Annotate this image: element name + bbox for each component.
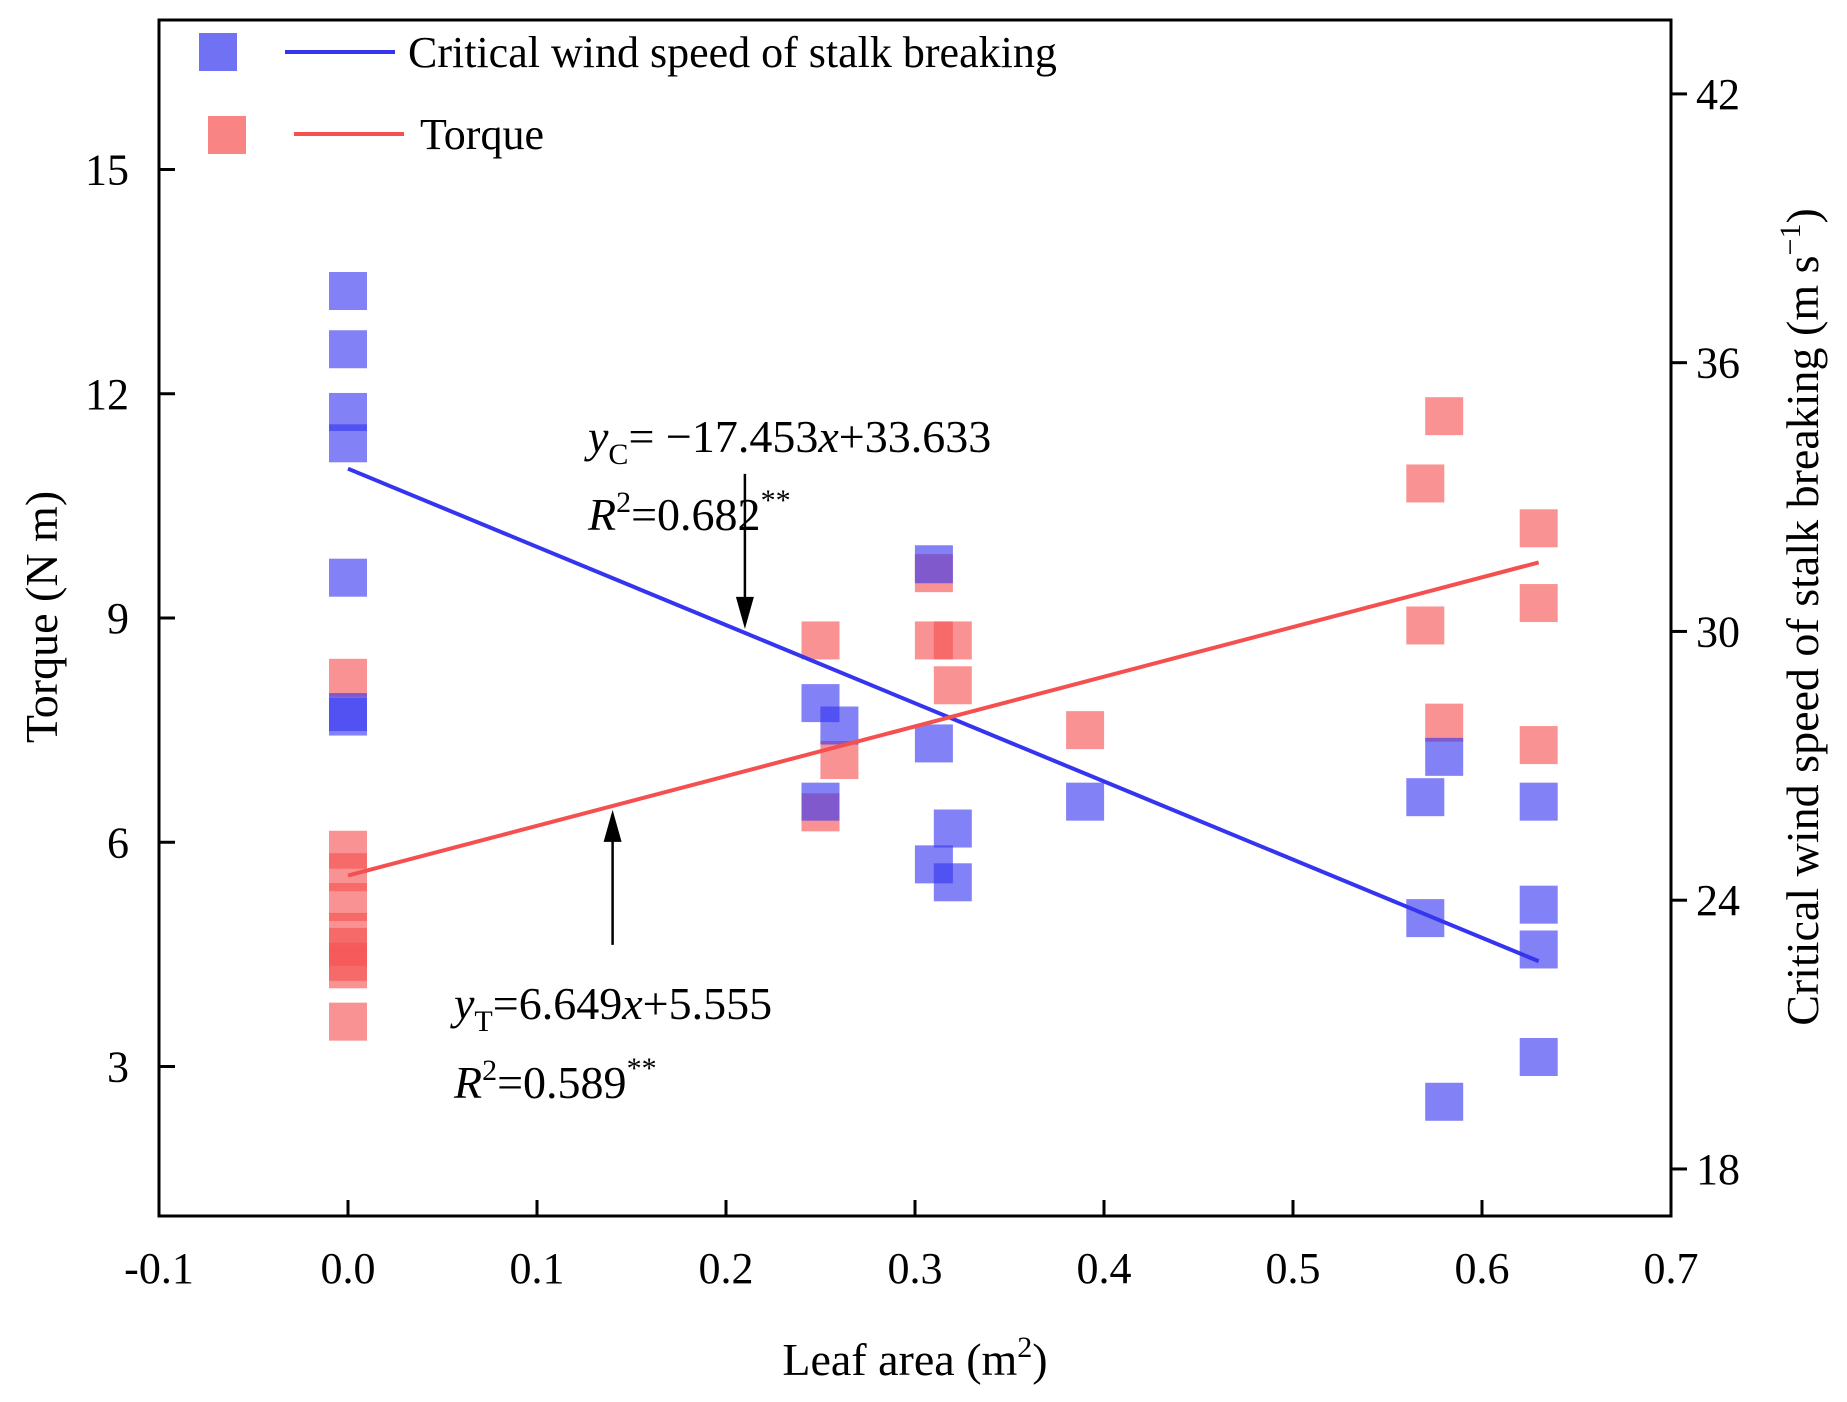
- legend-label-wind-speed: Critical wind speed of stalk breaking: [408, 28, 1057, 77]
- y-axis-ticks: 3 6 9 12 15: [85, 146, 175, 1092]
- wind-speed-point: [1519, 885, 1558, 924]
- y2-axis-title: Critical wind speed of stalk breaking (m…: [1774, 208, 1828, 1026]
- wind-speed-point: [801, 782, 840, 821]
- x-tick-label: 0.6: [1455, 1244, 1510, 1293]
- wind-speed-point: [933, 863, 972, 902]
- annotation-wind-speed-r2: R2=0.682**: [587, 484, 791, 540]
- wind-speed-point: [329, 424, 367, 463]
- annotation-torque-sub: T: [474, 1005, 492, 1038]
- x-tick-label: -0.1: [124, 1244, 194, 1293]
- wind-speed-point: [933, 809, 972, 848]
- annotation-wind-speed-main: = −17.453: [628, 411, 818, 462]
- annotation-torque-r2-value: =0.589: [497, 1057, 626, 1108]
- y-tick-label: 12: [85, 370, 129, 419]
- data-markers: [329, 272, 1558, 1121]
- annotation-wind-speed-tail: +33.633: [839, 411, 991, 462]
- annotation-arrows: [603, 473, 754, 945]
- wind-speed-point: [1425, 1082, 1464, 1121]
- x-tick-label: 0.4: [1077, 1244, 1132, 1293]
- torque-point: [1425, 397, 1464, 436]
- annotation-wind-speed-r2-value: =0.682: [631, 489, 760, 540]
- annotation-torque-equation: yT=6.649x+5.555: [450, 978, 772, 1038]
- x-tick-label: 0.0: [321, 1244, 376, 1293]
- wind-speed-point: [1519, 1037, 1558, 1076]
- x-tick-label: 0.2: [699, 1244, 754, 1293]
- torque-point: [1406, 464, 1445, 503]
- x-axis-ticks: -0.1 0.0 0.1 0.2 0.3 0.4 0.5 0.6 0.7: [124, 1200, 1699, 1293]
- annotation-torque-y: y: [450, 978, 475, 1029]
- annotation-wind-speed-r: R: [587, 489, 616, 540]
- annotation-wind-speed-r-sup: 2: [616, 486, 631, 519]
- annotation-torque-tail: +5.555: [643, 978, 772, 1029]
- wind-speed-point: [329, 272, 367, 311]
- y-tick-label: 15: [85, 146, 129, 195]
- x-axis-title-end: ): [1032, 1334, 1047, 1385]
- wind-speed-point: [1406, 778, 1445, 817]
- x-axis-title-main: Leaf area (m: [782, 1334, 1017, 1385]
- torque-point: [1519, 726, 1558, 765]
- annotation-wind-speed-x: x: [817, 411, 839, 462]
- y2-axis-title-end: ): [1777, 208, 1828, 223]
- y-tick-label: 3: [107, 1043, 129, 1092]
- torque-point: [933, 666, 972, 705]
- wind-speed-point: [914, 724, 953, 763]
- y-axis-title: Torque (N m): [16, 491, 67, 743]
- x-axis-title: Leaf area (m2): [782, 1331, 1047, 1385]
- y2-tick-label: 42: [1696, 70, 1740, 119]
- wind-speed-annotation-arrow-head: [735, 596, 754, 629]
- wind-speed-point: [1519, 782, 1558, 821]
- wind-speed-point: [329, 693, 367, 732]
- torque-point: [1406, 606, 1445, 645]
- fit-lines: [347, 466, 1540, 964]
- annotation-torque-r2-sig: **: [627, 1052, 657, 1085]
- torque-fit-line: [347, 560, 1540, 878]
- torque-point: [933, 621, 972, 660]
- torque-point: [329, 658, 367, 697]
- y-tick-label: 9: [107, 594, 129, 643]
- x-tick-label: 0.7: [1644, 1244, 1699, 1293]
- legend-marker-wind-speed: [199, 33, 237, 71]
- y2-tick-label: 18: [1696, 1145, 1740, 1194]
- wind-speed-point: [820, 706, 859, 745]
- x-tick-label: 0.1: [510, 1244, 565, 1293]
- wind-speed-point: [914, 545, 953, 584]
- y2-axis-ticks: 18 24 30 36 42: [1671, 70, 1740, 1194]
- torque-point: [1519, 509, 1558, 548]
- annotation-torque-r: R: [453, 1057, 482, 1108]
- legend-marker-torque: [208, 116, 246, 154]
- y2-tick-label: 24: [1696, 876, 1740, 925]
- x-axis-title-sup: 2: [1017, 1331, 1032, 1364]
- legend: Critical wind speed of stalk breaking To…: [199, 28, 1057, 159]
- torque-point: [1425, 703, 1464, 742]
- annotation-torque-r2: R2=0.589**: [453, 1052, 657, 1108]
- y2-axis-title-main: Critical wind speed of stalk breaking (m…: [1777, 255, 1828, 1025]
- annotation-wind-speed-r2-sig: **: [761, 484, 791, 517]
- y2-axis-title-sup: −1: [1774, 224, 1807, 256]
- y2-tick-label: 36: [1696, 339, 1740, 388]
- torque-point: [329, 1002, 367, 1041]
- wind-speed-point: [329, 330, 367, 369]
- annotation-wind-speed-y: y: [584, 411, 609, 462]
- wind-speed-point: [1425, 737, 1464, 776]
- wind-speed-point: [1519, 930, 1558, 969]
- annotation-torque-main: =6.649: [493, 978, 622, 1029]
- legend-label-torque: Torque: [420, 110, 544, 159]
- y-tick-label: 6: [107, 818, 129, 867]
- y2-tick-label: 30: [1696, 607, 1740, 656]
- torque-point: [1519, 584, 1558, 623]
- torque-annotation-arrow-head: [603, 809, 622, 842]
- torque-point: [329, 950, 367, 989]
- torque-point: [801, 621, 840, 660]
- torque-point: [1066, 711, 1105, 750]
- annotation-torque-r-sup: 2: [482, 1054, 497, 1087]
- x-tick-label: 0.3: [888, 1244, 943, 1293]
- wind-speed-point: [329, 558, 367, 597]
- wind-speed-point: [1066, 782, 1105, 821]
- x-tick-label: 0.5: [1266, 1244, 1321, 1293]
- annotation-torque-x: x: [621, 978, 643, 1029]
- wind-speed-fit-line: [347, 466, 1540, 964]
- annotation-wind-speed-equation: yC= −17.453x+33.633: [584, 411, 991, 471]
- annotation-wind-speed-sub: C: [608, 438, 628, 471]
